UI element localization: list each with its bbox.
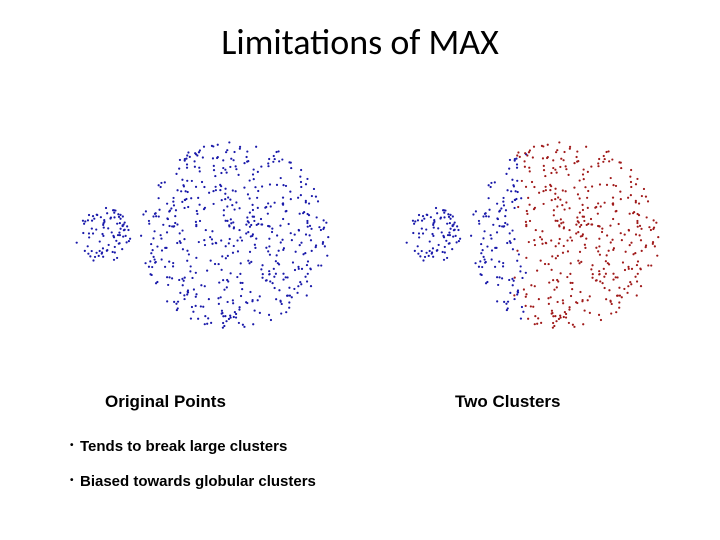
bullets: Tends to break large clusters Biased tow…: [70, 438, 316, 508]
slide: Limitations of MAX Original Points Two C…: [0, 0, 720, 540]
scatter-left: [55, 110, 355, 365]
caption-original-points: Original Points: [105, 392, 226, 412]
scatter-area: [0, 110, 720, 370]
scatter-right: [385, 110, 685, 365]
slide-title: Limitations of MAX: [0, 20, 720, 64]
bullet-2: Biased towards globular clusters: [70, 473, 316, 490]
bullet-1: Tends to break large clusters: [70, 438, 316, 455]
caption-two-clusters: Two Clusters: [455, 392, 560, 412]
